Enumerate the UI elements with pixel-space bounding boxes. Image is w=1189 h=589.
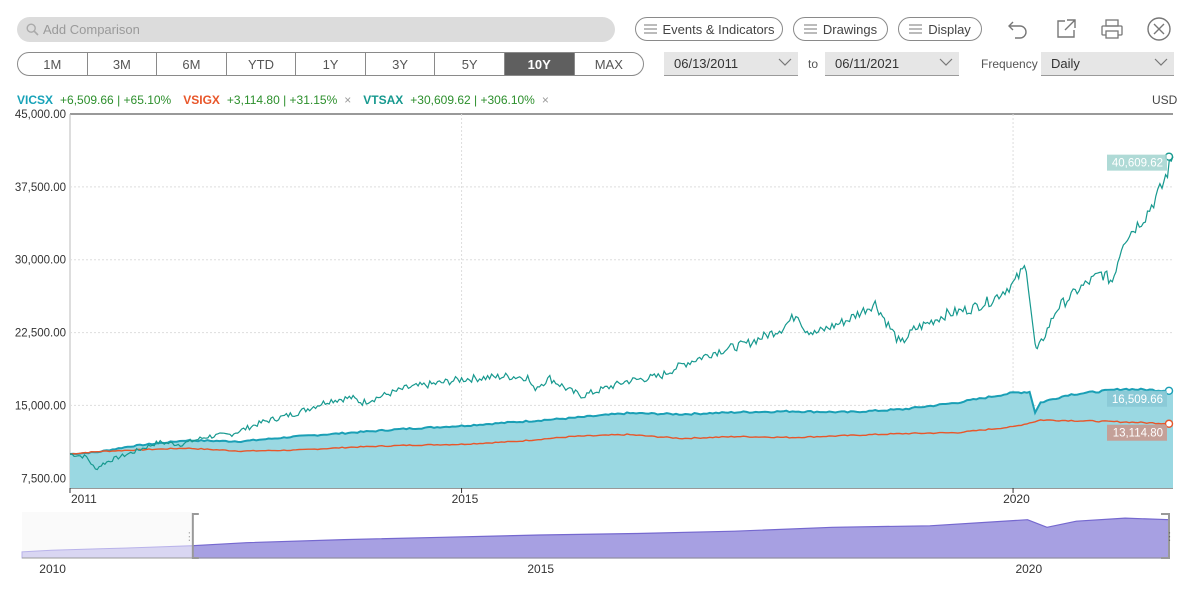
navigator-tick-label: 2020 bbox=[1015, 562, 1042, 576]
end-label-box-vsigx bbox=[1107, 424, 1167, 441]
end-label-box-vtsax bbox=[1107, 154, 1167, 171]
list-icon bbox=[909, 22, 923, 37]
drag-handle-icon: ⋮ bbox=[1164, 531, 1175, 543]
legend-ticker-vicsx: VICSX bbox=[17, 93, 54, 107]
x-tick-label: 2011 bbox=[71, 492, 97, 506]
end-label-box-vicsx bbox=[1107, 390, 1167, 407]
x-tick-label: 2015 bbox=[452, 492, 479, 506]
end-date-value: 06/11/2021 bbox=[835, 56, 900, 71]
drawings-label: Drawings bbox=[822, 21, 878, 37]
list-icon bbox=[643, 22, 657, 37]
range-button-5y[interactable]: 5Y bbox=[435, 53, 505, 75]
events-indicators-label: Events & Indicators bbox=[662, 21, 775, 37]
end-date-select[interactable]: 06/11/2021 bbox=[825, 52, 959, 76]
close-icon[interactable] bbox=[1146, 16, 1172, 42]
legend-ticker-vtsax: VTSAX bbox=[363, 93, 404, 107]
remove-series-icon[interactable]: × bbox=[541, 93, 549, 107]
navigator-tick-label: 2010 bbox=[39, 562, 66, 576]
legend-change-vtsax: +30,609.62 | +306.10% bbox=[410, 93, 535, 107]
legend-ticker-vsigx: VSIGX bbox=[183, 93, 220, 107]
range-button-10y[interactable]: 10Y bbox=[504, 53, 575, 75]
y-tick-label: 22,500.00 bbox=[15, 328, 66, 340]
x-tick-label: 2020 bbox=[1003, 492, 1030, 506]
vicsx-line bbox=[69, 387, 1174, 456]
events-indicators-button[interactable]: Events & Indicators bbox=[635, 17, 783, 41]
range-button-ytd[interactable]: YTD bbox=[227, 53, 297, 75]
vsigx-line bbox=[69, 419, 1174, 455]
series-legend: VICSX +6,509.66 | +65.10% VSIGX +3,114.80 |… bbox=[17, 93, 561, 107]
range-button-1y[interactable]: 1Y bbox=[296, 53, 366, 75]
list-icon bbox=[803, 22, 817, 37]
print-icon[interactable] bbox=[1099, 16, 1125, 42]
search-placeholder: Add Comparison bbox=[43, 22, 140, 37]
remove-series-icon[interactable]: × bbox=[344, 93, 352, 107]
range-button-6m[interactable]: 6M bbox=[157, 53, 227, 75]
range-button-max[interactable]: MAX bbox=[594, 56, 623, 72]
undo-icon[interactable] bbox=[1005, 16, 1031, 42]
y-tick-label: 7,500.00 bbox=[21, 473, 66, 485]
y-tick-label: 15,000.00 bbox=[15, 400, 66, 412]
navigator-handle-right bbox=[1161, 513, 1170, 559]
display-button[interactable]: Display bbox=[898, 17, 982, 41]
start-date-select[interactable]: 06/13/2011 bbox=[664, 52, 798, 76]
start-date-value: 06/13/2011 bbox=[674, 56, 739, 71]
range-button-1m[interactable]: 1M bbox=[18, 53, 88, 75]
drag-handle-icon: ⋮ bbox=[184, 531, 195, 543]
share-icon[interactable] bbox=[1053, 16, 1079, 42]
legend-change-vsigx: +3,114.80 | +31.15% bbox=[226, 93, 338, 107]
search-icon bbox=[26, 23, 39, 36]
currency-label: USD bbox=[1152, 93, 1178, 107]
y-tick-label: 37,500.00 bbox=[15, 182, 66, 194]
navigator-handle-left bbox=[191, 513, 199, 559]
vtsax-line bbox=[69, 156, 1174, 471]
end-marker-vsigx bbox=[1164, 419, 1174, 428]
navigator-area-selected bbox=[192, 517, 1170, 559]
display-label: Display bbox=[928, 21, 971, 37]
range-selector: 1M 3M 6M YTD 1Y 3Y 5Y 10Y MAX bbox=[17, 52, 644, 76]
add-comparison-search[interactable]: Add Comparison bbox=[17, 17, 615, 42]
frequency-value: Daily bbox=[1051, 56, 1080, 71]
navigator-tick-label: 2015 bbox=[527, 562, 554, 576]
drawings-button[interactable]: Drawings bbox=[793, 17, 888, 41]
frequency-label: Frequency bbox=[981, 57, 1038, 71]
chevron-down-icon bbox=[1154, 58, 1168, 66]
end-label-vsigx: 13,114.80 bbox=[1113, 428, 1163, 440]
legend-change-vicsx: +6,509.66 | +65.10% bbox=[60, 93, 172, 107]
chevron-down-icon bbox=[778, 58, 792, 66]
vicsx-area bbox=[70, 388, 1173, 488]
date-range-to-label: to bbox=[808, 57, 819, 71]
range-button-3y[interactable]: 3Y bbox=[366, 53, 436, 75]
end-label-vtsax: 40,609.62 bbox=[1112, 158, 1163, 170]
y-tick-label: 30,000.00 bbox=[15, 255, 66, 267]
chevron-down-icon bbox=[939, 58, 953, 66]
y-tick-label: 45,000.00 bbox=[15, 109, 66, 121]
frequency-select[interactable]: Daily bbox=[1041, 52, 1174, 76]
end-label-vicsx: 16,509.66 bbox=[1112, 394, 1163, 406]
range-button-3m[interactable]: 3M bbox=[88, 53, 158, 75]
